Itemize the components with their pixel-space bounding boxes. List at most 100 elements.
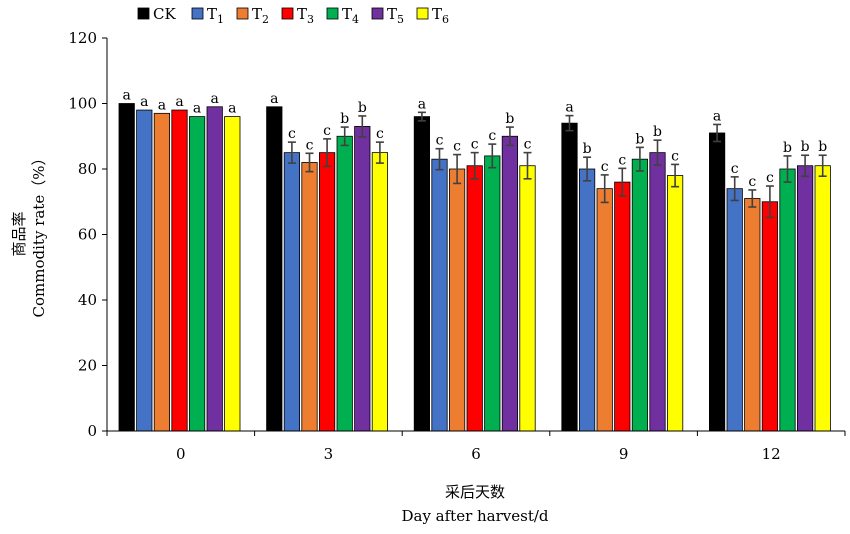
legend-item-t4: T4 — [326, 5, 359, 26]
y-tick-label: 100 — [68, 95, 97, 113]
significance-label: a — [418, 96, 426, 112]
significance-label: c — [671, 148, 679, 164]
significance-label: a — [270, 91, 278, 107]
legend-label: T6 — [432, 5, 449, 26]
y-tick-label: 20 — [78, 357, 97, 375]
legend-label: CK — [153, 5, 176, 23]
legend-label: T4 — [342, 5, 359, 26]
y-tick-label: 40 — [78, 291, 97, 309]
legend-label: T5 — [387, 5, 404, 26]
significance-label: b — [653, 124, 662, 140]
legend-swatch — [191, 7, 204, 20]
significance-label: a — [228, 101, 236, 117]
axes: 0 20 40 60 80 100 120 0 3 6 9 12 — [68, 29, 846, 463]
significance-label: a — [175, 94, 183, 110]
bar-group-day-9: abc cb bc — [561, 100, 684, 432]
bar-t5-day-6 — [501, 135, 519, 432]
bar-t3-day-6 — [466, 165, 483, 432]
bar-t4-day-12 — [779, 168, 796, 432]
legend-item-t3: T3 — [281, 5, 314, 26]
significance-label: c — [306, 137, 314, 153]
significance-label: a — [123, 88, 131, 104]
significance-label: c — [488, 128, 496, 144]
bar-t3-day-3 — [318, 152, 336, 432]
significance-label: c — [766, 170, 774, 186]
bar-t2-day-6 — [448, 168, 466, 432]
bar-t6-day-9 — [667, 175, 684, 432]
bar-t1-day-9 — [579, 168, 596, 432]
legend-swatch — [137, 7, 150, 20]
bar-ck-day-9 — [561, 122, 578, 432]
y-axis-title-cn: 商品率 — [10, 211, 28, 256]
legend-swatch — [371, 7, 384, 20]
bar-t5-day-9 — [649, 152, 666, 432]
bar-t4-day-0 — [188, 116, 206, 432]
significance-label: c — [618, 152, 626, 168]
significance-label: c — [471, 137, 479, 153]
significance-label: c — [323, 123, 331, 139]
bar-t2-day-9 — [596, 188, 613, 432]
significance-label: b — [505, 111, 514, 127]
legend-swatch — [416, 7, 429, 20]
y-axis-title-en: Commodity rate（%） — [30, 151, 48, 318]
legend-item-t1: T1 — [191, 5, 224, 26]
legend: CK T1 T2 T3 T4 T5 T6 — [137, 5, 449, 26]
significance-label: c — [376, 126, 384, 142]
y-tick-label: 60 — [78, 226, 97, 244]
bar-t6-day-3 — [371, 152, 389, 432]
legend-item-ck: CK — [137, 5, 176, 23]
y-tick-label: 0 — [87, 422, 97, 440]
significance-label: a — [158, 97, 166, 113]
legend-label: T3 — [297, 5, 314, 26]
bar-t1-day-0 — [136, 109, 153, 432]
bar-t4-day-9 — [631, 158, 649, 432]
x-axis-title-cn: 采后天数 — [445, 483, 505, 501]
bar-group-day-12: acc cb b b — [709, 108, 831, 432]
significance-label: b — [801, 139, 810, 155]
bar-t2-day-12 — [744, 198, 761, 432]
legend-swatch — [236, 7, 249, 20]
x-tick-label: 12 — [762, 445, 781, 463]
y-tick-label: 120 — [68, 29, 97, 47]
significance-label: b — [635, 131, 644, 147]
legend-swatch — [326, 7, 339, 20]
significance-label: a — [140, 94, 148, 110]
y-tick-label: 80 — [78, 160, 97, 178]
significance-label: a — [713, 108, 721, 124]
bar-ck-day-12 — [709, 132, 726, 432]
bar-ck-day-3 — [266, 106, 283, 432]
bar-t1-day-6 — [431, 158, 448, 432]
bar-group-day-0: a a a a aaa — [118, 88, 241, 432]
x-tick-label: 3 — [324, 445, 334, 463]
bar-t3-day-0 — [171, 109, 188, 432]
x-axis-title-en: Day after harvest/d — [401, 507, 548, 525]
significance-label: b — [583, 141, 592, 157]
significance-label: c — [748, 174, 756, 190]
legend-label: T2 — [252, 5, 269, 26]
bar-t4-day-3 — [336, 135, 353, 432]
bar-t6-day-6 — [519, 165, 536, 432]
significance-label: a — [193, 101, 201, 117]
bar-t1-day-12 — [726, 188, 743, 432]
significance-label: b — [783, 140, 792, 156]
significance-label: a — [565, 100, 573, 116]
significance-label: b — [358, 100, 367, 116]
bar-ck-day-6 — [413, 116, 431, 432]
x-tick-label: 6 — [471, 445, 481, 463]
bar-t6-day-0 — [224, 116, 241, 432]
significance-label: b — [818, 139, 827, 155]
legend-item-t5: T5 — [371, 5, 404, 26]
significance-label: a — [211, 91, 219, 107]
significance-label: c — [288, 126, 296, 142]
x-tick-label: 9 — [619, 445, 629, 463]
legend-item-t6: T6 — [416, 5, 449, 26]
significance-label: c — [524, 137, 532, 153]
bar-t5-day-3 — [354, 126, 371, 432]
significance-label: c — [436, 133, 444, 149]
significance-label: c — [731, 161, 739, 177]
legend-item-t2: T2 — [236, 5, 269, 26]
